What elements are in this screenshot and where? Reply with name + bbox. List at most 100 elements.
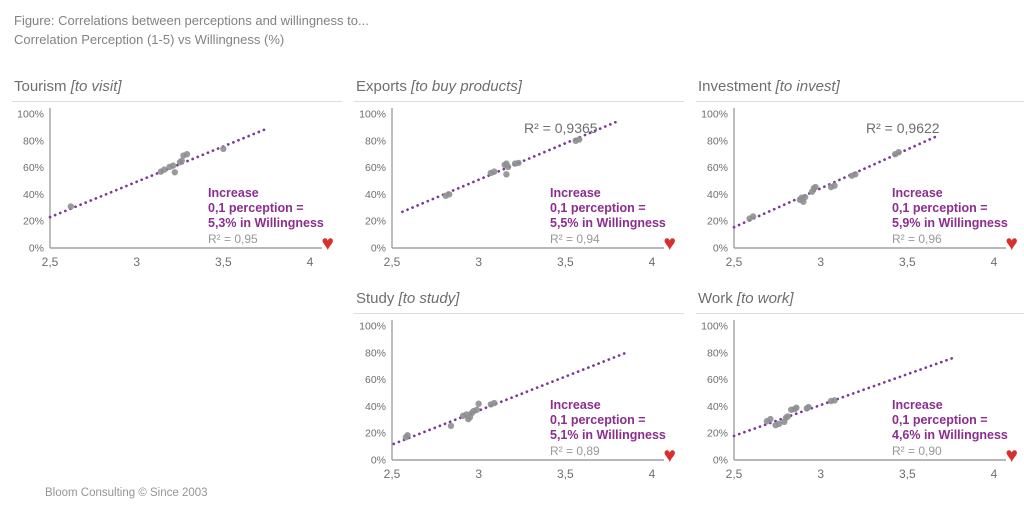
svg-text:100%: 100% xyxy=(701,321,728,333)
annotation-r2: R² = 0,95 xyxy=(208,232,258,246)
trend-annotation: Increase 0,1 perception = 4,6% in Willin… xyxy=(892,398,1008,459)
chart-title: Investment [to invest] xyxy=(696,76,1024,102)
figure-subtitle: Correlation Perception (1-5) vs Willingn… xyxy=(14,32,285,47)
chart-title-bracket: [to study] xyxy=(398,290,460,307)
svg-text:20%: 20% xyxy=(365,216,386,228)
trend-annotation: Increase 0,1 perception = 5,5% in Willin… xyxy=(550,186,666,247)
svg-text:2,5: 2,5 xyxy=(726,255,743,269)
scatter-plot-svg: 0% 20% 40% 60% 80% 100% 2,5 3 3,5 4 xyxy=(17,108,322,269)
svg-text:2,5: 2,5 xyxy=(384,255,401,269)
svg-text:80%: 80% xyxy=(365,347,386,359)
svg-text:0%: 0% xyxy=(371,243,386,255)
annotation-line: Increase xyxy=(550,186,601,200)
svg-text:0%: 0% xyxy=(29,243,44,255)
annotation-line: 0,1 perception = xyxy=(550,413,646,427)
svg-text:2,5: 2,5 xyxy=(384,467,401,481)
trend-annotation: Increase 0,1 perception = 5,9% in Willin… xyxy=(892,186,1008,247)
svg-text:80%: 80% xyxy=(707,347,728,359)
svg-text:60%: 60% xyxy=(707,374,728,386)
svg-text:3: 3 xyxy=(817,467,824,481)
svg-text:20%: 20% xyxy=(707,428,728,440)
annotation-line: 0,1 perception = xyxy=(550,201,646,215)
annotation-line: 5,1% in Willingness xyxy=(550,428,666,442)
annotation-line: 5,5% in Willingness xyxy=(550,216,666,230)
chart-title-bracket: [to invest] xyxy=(775,78,840,95)
chart-title-text: Study xyxy=(356,290,395,307)
annotation-line: 5,3% in Willingness xyxy=(208,216,324,230)
svg-text:4: 4 xyxy=(307,255,314,269)
annotation-line: 4,6% in Willingness xyxy=(892,428,1008,442)
svg-text:3: 3 xyxy=(475,467,482,481)
annotation-r2: R² = 0,96 xyxy=(892,232,942,246)
chart-tourism: Tourism [to visit] 0% 20% 40% 60% 80% 100% 2,5… xyxy=(12,76,342,274)
svg-text:3,5: 3,5 xyxy=(215,255,232,269)
svg-text:3: 3 xyxy=(817,255,824,269)
svg-text:3: 3 xyxy=(475,255,482,269)
svg-text:3,5: 3,5 xyxy=(899,255,916,269)
annotation-r2: R² = 0,89 xyxy=(550,444,600,458)
heart-icon: ♥ xyxy=(663,444,676,467)
chart-title-text: Investment xyxy=(698,78,772,95)
svg-text:100%: 100% xyxy=(359,321,386,333)
svg-text:80%: 80% xyxy=(707,135,728,147)
chart-study: Study [to study] 0% 20% 40% 60% 80% 100% 2,5 3 3… xyxy=(354,288,684,486)
chart-title: Tourism [to visit] xyxy=(12,76,342,102)
annotation-line: 0,1 perception = xyxy=(892,413,988,427)
plot-area: 0% 20% 40% 60% 80% 100% 2,5 3 3,5 4 Increase 0,1 … xyxy=(354,316,684,486)
svg-text:60%: 60% xyxy=(365,374,386,386)
annotation-line: 0,1 perception = xyxy=(892,201,988,215)
chart-title-text: Work xyxy=(698,290,733,307)
chart-title-bracket: [to buy products] xyxy=(411,78,522,95)
svg-text:80%: 80% xyxy=(365,135,386,147)
svg-text:60%: 60% xyxy=(365,162,386,174)
chart-exports: Exports [to buy products] 0% 20% 40% 60% 80%… xyxy=(354,76,684,274)
heart-icon: ♥ xyxy=(321,232,334,255)
chart-title-bracket: [to visit] xyxy=(70,78,122,95)
annotation-line: Increase xyxy=(892,398,943,412)
chart-title: Study [to study] xyxy=(354,288,684,314)
scatter-plot-svg: 0% 20% 40% 60% 80% 100% 2,5 3 3,5 4 xyxy=(701,320,1006,481)
charts-grid: Tourism [to visit] 0% 20% 40% 60% 80% 100% 2,5… xyxy=(12,76,1024,486)
plot-area: 0% 20% 40% 60% 80% 100% 2,5 3 3,5 4 R² = 0,9622 I… xyxy=(696,104,1024,274)
heart-icon: ♥ xyxy=(1005,444,1018,467)
annotation-line: 5,9% in Willingness xyxy=(892,216,1008,230)
chart-title-bracket: [to work] xyxy=(736,290,794,307)
svg-text:2,5: 2,5 xyxy=(726,467,743,481)
svg-text:3,5: 3,5 xyxy=(557,255,574,269)
svg-text:3,5: 3,5 xyxy=(557,467,574,481)
svg-text:4: 4 xyxy=(649,467,656,481)
heart-icon: ♥ xyxy=(1005,232,1018,255)
chart-title-text: Tourism xyxy=(14,78,67,95)
svg-text:3,5: 3,5 xyxy=(899,467,916,481)
svg-text:100%: 100% xyxy=(17,109,44,121)
r2-label: R² = 0,9365 xyxy=(524,120,598,136)
svg-text:40%: 40% xyxy=(707,189,728,201)
chart-title: Exports [to buy products] xyxy=(354,76,684,102)
heart-icon: ♥ xyxy=(663,232,676,255)
annotation-r2: R² = 0,94 xyxy=(550,232,600,246)
figure-header: Figure: Correlations between perceptions… xyxy=(14,11,369,49)
svg-text:20%: 20% xyxy=(707,216,728,228)
svg-text:4: 4 xyxy=(991,255,998,269)
scatter-plot-svg: 0% 20% 40% 60% 80% 100% 2,5 3 3,5 4 xyxy=(359,108,664,269)
scatter-plot-svg: 0% 20% 40% 60% 80% 100% 2,5 3 3,5 4 xyxy=(701,108,1006,269)
svg-text:2,5: 2,5 xyxy=(42,255,59,269)
r2-label: R² = 0,9622 xyxy=(866,120,940,136)
svg-text:40%: 40% xyxy=(707,401,728,413)
trend-annotation: Increase 0,1 perception = 5,3% in Willin… xyxy=(208,186,324,247)
svg-text:40%: 40% xyxy=(365,189,386,201)
plot-area: 0% 20% 40% 60% 80% 100% 2,5 3 3,5 4 Increase 0,1 … xyxy=(12,104,342,274)
svg-text:0%: 0% xyxy=(713,243,728,255)
svg-text:4: 4 xyxy=(991,467,998,481)
annotation-line: Increase xyxy=(550,398,601,412)
svg-text:100%: 100% xyxy=(701,109,728,121)
scatter-plot-svg: 0% 20% 40% 60% 80% 100% 2,5 3 3,5 4 xyxy=(359,320,664,481)
plot-area: 0% 20% 40% 60% 80% 100% 2,5 3 3,5 4 Increase 0,1 … xyxy=(696,316,1024,486)
svg-text:100%: 100% xyxy=(359,109,386,121)
svg-text:20%: 20% xyxy=(365,428,386,440)
svg-text:3: 3 xyxy=(133,255,140,269)
chart-work: Work [to work] 0% 20% 40% 60% 80% 100% 2,5 3 3,5… xyxy=(696,288,1024,486)
annotation-line: Increase xyxy=(892,186,943,200)
annotation-line: 0,1 perception = xyxy=(208,201,304,215)
svg-text:0%: 0% xyxy=(371,455,386,467)
